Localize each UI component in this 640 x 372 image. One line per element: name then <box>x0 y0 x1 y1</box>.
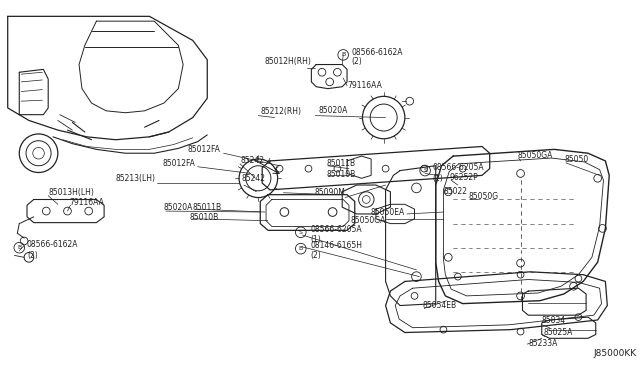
Text: B: B <box>341 52 346 57</box>
Text: 08566-6205A: 08566-6205A <box>310 225 362 234</box>
Text: 85020A: 85020A <box>164 203 193 212</box>
Text: 85022: 85022 <box>444 187 467 196</box>
Text: 85242: 85242 <box>240 157 264 166</box>
Text: 85213(LH): 85213(LH) <box>115 174 156 183</box>
Text: 85050G: 85050G <box>468 192 499 201</box>
Text: 85011B: 85011B <box>193 203 222 212</box>
Text: (1): (1) <box>310 235 321 244</box>
Text: 96252P: 96252P <box>449 173 478 182</box>
Text: (2): (2) <box>352 57 363 66</box>
Text: 85090M: 85090M <box>314 188 345 197</box>
Text: 85012FA: 85012FA <box>163 159 196 168</box>
Text: 85242: 85242 <box>242 174 266 183</box>
Text: B: B <box>17 245 21 250</box>
Text: 08566-6162A: 08566-6162A <box>27 240 79 249</box>
Text: 85050GA: 85050GA <box>350 216 385 225</box>
Text: 85050: 85050 <box>565 154 589 164</box>
Text: 79116AA: 79116AA <box>69 198 104 207</box>
Text: 85212(RH): 85212(RH) <box>260 107 301 116</box>
Text: (2): (2) <box>310 251 321 260</box>
Text: 85010B: 85010B <box>327 170 356 179</box>
Text: S: S <box>423 168 427 173</box>
Text: 85050GA: 85050GA <box>518 151 553 160</box>
Text: 85012FA: 85012FA <box>188 145 221 154</box>
Text: 85011B: 85011B <box>327 159 356 168</box>
Text: J85000KK: J85000KK <box>594 349 637 358</box>
Text: 85020A: 85020A <box>318 106 348 115</box>
Text: 85010B: 85010B <box>190 213 219 222</box>
Text: (1): (1) <box>433 174 444 183</box>
Text: 85050EA: 85050EA <box>371 208 405 217</box>
Text: 79116AA: 79116AA <box>347 81 382 90</box>
Text: 85054EB: 85054EB <box>422 301 456 310</box>
Text: 85012H(RH): 85012H(RH) <box>264 57 312 66</box>
Text: S: S <box>299 230 303 235</box>
Text: 85233A: 85233A <box>528 339 557 347</box>
Text: 85013H(LH): 85013H(LH) <box>48 188 94 197</box>
Text: 85025A: 85025A <box>544 328 573 337</box>
Text: B: B <box>299 246 303 251</box>
Text: (2): (2) <box>27 251 38 260</box>
Text: 85834: 85834 <box>542 317 566 326</box>
Text: 08146-6165H: 08146-6165H <box>310 241 362 250</box>
Text: 08566-6205A: 08566-6205A <box>433 163 484 172</box>
Text: 08566-6162A: 08566-6162A <box>352 48 403 57</box>
